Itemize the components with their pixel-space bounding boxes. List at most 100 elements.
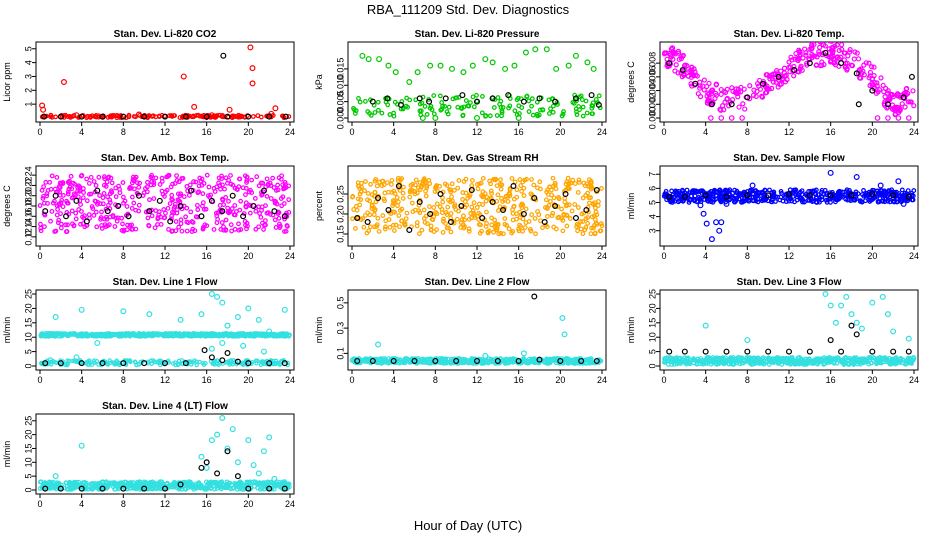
- data-point: [45, 187, 51, 193]
- data-point: [813, 62, 819, 68]
- data-point: [666, 348, 673, 355]
- data-point: [479, 215, 486, 222]
- data-point: [673, 62, 679, 68]
- data-point: [515, 357, 522, 364]
- data-point: [360, 216, 365, 221]
- data-point: [229, 192, 236, 199]
- data-point: [531, 182, 537, 188]
- data-point: [689, 69, 695, 75]
- data-point: [797, 196, 803, 201]
- data-point: [584, 59, 591, 66]
- data-point: [599, 186, 604, 191]
- data-point: [662, 359, 668, 364]
- data-point: [208, 291, 215, 298]
- data-point: [786, 359, 792, 365]
- data-point: [695, 91, 701, 97]
- data-point: [440, 229, 446, 235]
- data-point: [541, 219, 548, 226]
- data-point: [60, 332, 66, 338]
- data-point: [382, 190, 388, 196]
- data-point: [445, 111, 451, 117]
- data-point: [367, 198, 373, 204]
- data-point: [361, 224, 367, 230]
- data-point: [264, 176, 270, 182]
- data-point: [514, 194, 520, 200]
- data-point: [401, 184, 406, 190]
- data-point: [385, 207, 392, 214]
- data-point: [755, 355, 761, 361]
- data-point: [706, 196, 711, 202]
- panel-frame: [35, 41, 295, 123]
- data-point: [797, 48, 803, 55]
- data-point: [474, 98, 481, 105]
- data-point: [238, 227, 244, 232]
- data-point: [709, 357, 714, 363]
- y-tick-label: 5: [23, 46, 33, 51]
- data-point: [389, 177, 395, 183]
- y-tick-label: 0.5: [335, 297, 345, 310]
- data-point: [702, 192, 709, 199]
- data-point: [706, 354, 712, 360]
- data-point: [536, 360, 542, 366]
- data-point: [836, 47, 842, 54]
- data-point: [199, 176, 205, 182]
- data-point: [692, 80, 699, 87]
- data-point: [765, 348, 772, 355]
- data-point: [264, 193, 270, 199]
- data-point: [38, 228, 44, 234]
- data-point: [881, 89, 887, 95]
- data-point: [477, 181, 482, 187]
- data-point: [723, 193, 730, 200]
- x-tick-label: 8: [745, 375, 750, 385]
- data-point: [231, 114, 237, 120]
- y-tick-label: 15: [23, 443, 33, 453]
- data-point: [838, 60, 845, 67]
- data-point: [592, 230, 598, 236]
- data-point: [723, 89, 729, 95]
- data-point: [176, 358, 182, 364]
- y-tick-label: 0.004: [647, 79, 657, 102]
- data-point: [905, 335, 912, 342]
- data-point: [594, 212, 600, 218]
- data-point: [372, 224, 377, 230]
- data-point: [812, 357, 817, 363]
- data-point: [503, 193, 509, 199]
- data-point: [363, 179, 368, 184]
- data-point: [148, 182, 154, 188]
- data-point: [869, 191, 876, 198]
- x-tick-label: 8: [433, 127, 438, 137]
- data-point: [744, 94, 751, 101]
- data-point: [711, 357, 717, 363]
- data-point: [258, 362, 264, 368]
- x-tick-label: 24: [285, 499, 295, 509]
- data-point: [129, 227, 135, 232]
- data-point: [578, 357, 585, 364]
- y-tick-label: 0.3: [335, 322, 345, 335]
- data-point: [510, 211, 516, 216]
- x-tick-label: 12: [160, 499, 170, 509]
- data-point: [890, 192, 897, 199]
- data-point: [471, 200, 477, 206]
- data-point: [90, 206, 96, 211]
- data-point: [582, 183, 588, 189]
- data-point: [52, 192, 59, 199]
- data-point: [91, 212, 97, 218]
- data-point: [728, 115, 735, 121]
- x-tick-label: 4: [79, 375, 84, 385]
- data-point: [271, 208, 278, 215]
- x-tick-label: 12: [160, 251, 170, 261]
- data-point: [385, 62, 392, 69]
- data-point: [109, 114, 115, 120]
- data-point: [183, 214, 189, 220]
- data-point: [180, 73, 187, 80]
- data-point: [276, 333, 282, 339]
- data-point: [662, 50, 668, 56]
- y-axis-label: kPa: [314, 74, 324, 90]
- data-point: [514, 97, 520, 103]
- data-point: [390, 222, 396, 228]
- panel-title: Stan. Dev. Gas Stream RH: [415, 153, 538, 164]
- data-point: [465, 195, 471, 201]
- data-point: [181, 203, 187, 209]
- data-point: [417, 180, 423, 185]
